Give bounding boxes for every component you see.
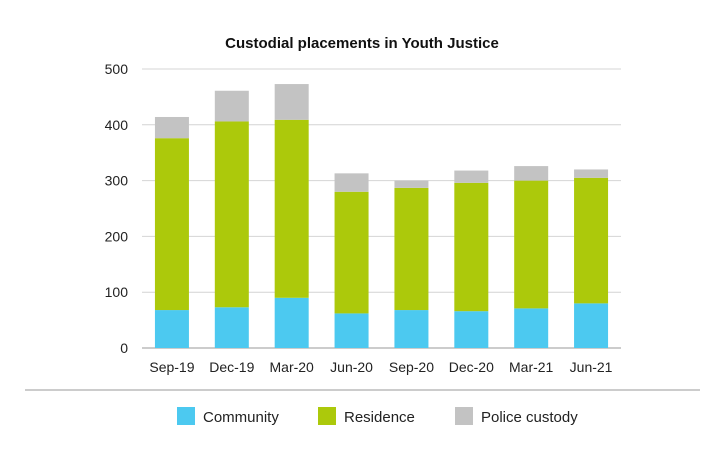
legend-swatch-police-custody — [455, 407, 473, 425]
x-tick-label: Jun-20 — [330, 359, 373, 375]
bar-residence-sep-19 — [154, 138, 189, 311]
legend-label-residence: Residence — [344, 409, 415, 426]
y-tick-label: 500 — [105, 61, 129, 77]
bar-police-custody-jun-21 — [574, 169, 609, 178]
x-tick-label: Sep-19 — [149, 359, 194, 375]
x-tick-label: Mar-21 — [509, 359, 554, 375]
bar-police-custody-mar-20 — [274, 84, 309, 120]
x-tick-label: Dec-20 — [449, 359, 494, 375]
x-tick-label: Jun-21 — [570, 359, 613, 375]
bar-police-custody-mar-21 — [514, 166, 549, 181]
bar-residence-jun-21 — [574, 177, 609, 304]
bar-community-jun-20 — [334, 313, 369, 348]
bar-community-dec-19 — [214, 307, 249, 348]
x-tick-label: Dec-19 — [209, 359, 254, 375]
bar-residence-dec-20 — [454, 182, 489, 312]
bar-community-dec-20 — [454, 311, 489, 348]
x-axis-ticks: Sep-19 Dec-19 Mar-20 Jun-20 Sep-20 Dec-20 Mar-… — [149, 359, 612, 375]
bar-community-mar-21 — [514, 308, 549, 348]
y-tick-label: 400 — [105, 117, 129, 133]
y-tick-label: 0 — [120, 340, 128, 356]
bar-residence-dec-19 — [214, 121, 249, 308]
bar-residence-jun-20 — [334, 191, 369, 314]
legend-label-community: Community — [203, 409, 279, 426]
legend-label-police-custody: Police custody — [481, 409, 578, 426]
legend-swatch-residence — [318, 407, 336, 425]
legend: Community Residence Police custody — [177, 407, 578, 426]
bar-community-jun-21 — [574, 303, 609, 348]
bar-residence-mar-21 — [514, 180, 549, 309]
bar-police-custody-jun-20 — [334, 173, 369, 192]
legend-swatch-community — [177, 407, 195, 425]
x-tick-label: Sep-20 — [389, 359, 434, 375]
y-tick-label: 100 — [105, 284, 129, 300]
bar-community-mar-20 — [274, 297, 309, 348]
gridlines — [142, 68, 621, 349]
bar-community-sep-19 — [154, 310, 189, 348]
bar-police-custody-dec-20 — [454, 170, 489, 183]
bars — [154, 84, 609, 348]
y-tick-label: 300 — [105, 173, 129, 189]
bar-residence-mar-20 — [274, 119, 309, 298]
bar-police-custody-dec-19 — [214, 90, 249, 122]
y-tick-label: 200 — [105, 228, 129, 244]
y-axis-ticks: 0 100 200 300 400 500 — [105, 61, 129, 356]
bar-police-custody-sep-20 — [394, 180, 429, 188]
bar-police-custody-sep-19 — [154, 116, 189, 139]
bar-residence-sep-20 — [394, 187, 429, 311]
bar-community-sep-20 — [394, 310, 429, 348]
chart-title: Custodial placements in Youth Justice — [225, 35, 499, 52]
x-tick-label: Mar-20 — [270, 359, 315, 375]
